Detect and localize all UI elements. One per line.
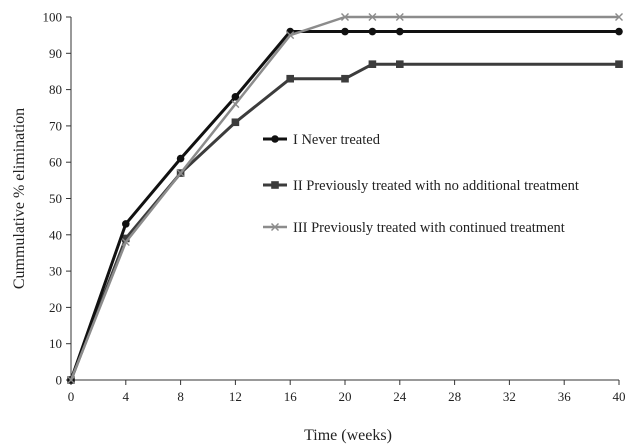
y-tick-label: 50 xyxy=(49,191,62,206)
axes: 0 10 20 30 40 50 60 70 80 90 100 0 4 8 12 16 20 24 28 32 36 4… xyxy=(43,10,626,405)
series-3-point xyxy=(615,13,623,21)
legend-marker xyxy=(271,135,279,143)
y-tick-label: 60 xyxy=(49,155,62,170)
x-tick-label: 0 xyxy=(68,389,75,404)
legend: I Never treated II Previously treated wit… xyxy=(263,132,579,236)
x-tick-label: 4 xyxy=(123,389,130,404)
series-3-point xyxy=(341,13,349,21)
y-tick-label: 90 xyxy=(49,46,62,61)
y-tick-label: 0 xyxy=(56,373,63,388)
series-1-point xyxy=(341,27,349,36)
legend-label: III Previously treated with continued tr… xyxy=(293,220,565,236)
legend-label: II Previously treated with no additional… xyxy=(293,178,579,194)
y-tick-label: 10 xyxy=(49,336,62,351)
series-3-point xyxy=(368,13,377,21)
series-3-line xyxy=(69,15,619,381)
x-tick-label: 24 xyxy=(393,389,407,404)
x-tick-label: 16 xyxy=(284,389,298,404)
series-3-point xyxy=(286,31,295,40)
y-tick-label: 70 xyxy=(49,118,62,133)
series-3-point xyxy=(121,238,130,247)
x-tick-label: 8 xyxy=(177,389,184,404)
legend-marker xyxy=(271,181,279,189)
series-2-point xyxy=(286,74,294,83)
series-layer xyxy=(67,13,623,384)
series-3-point xyxy=(395,13,404,21)
x-tick-label: 36 xyxy=(558,389,572,404)
y-tick-label: 20 xyxy=(49,300,62,315)
series-1-point xyxy=(396,27,404,36)
x-tick-label: 12 xyxy=(229,389,242,404)
series-2-point xyxy=(615,60,623,68)
legend-entry-1: I Never treated xyxy=(263,132,381,148)
legend-entry-2: II Previously treated with no additional… xyxy=(263,178,579,194)
series-1-point xyxy=(615,27,623,36)
x-tick-label: 40 xyxy=(613,389,626,404)
legend-marker xyxy=(271,223,279,231)
y-axis-title: Cummulative % elimination xyxy=(11,108,28,289)
y-tick-label: 30 xyxy=(49,264,62,279)
series-3-point xyxy=(231,100,240,109)
series-1-point xyxy=(368,27,377,36)
x-axis-title: Time (weeks) xyxy=(304,427,392,444)
series-2-point xyxy=(396,60,404,68)
series-2-point xyxy=(122,234,130,243)
series-1-point xyxy=(122,220,130,228)
x-tick-label: 32 xyxy=(503,389,516,404)
x-tick-label: 28 xyxy=(448,389,461,404)
series-3-point xyxy=(67,376,75,384)
series-1-point xyxy=(231,93,240,101)
x-tick-label: 20 xyxy=(339,389,352,404)
series-2-point xyxy=(368,60,377,68)
series-2-point xyxy=(231,118,240,127)
y-tick-label: 100 xyxy=(43,10,63,25)
y-tick-label: 80 xyxy=(49,82,62,97)
series-3-point xyxy=(176,169,185,178)
series-2-point xyxy=(341,74,349,83)
y-tick-label: 40 xyxy=(49,227,62,242)
legend-entry-3: III Previously treated with continued tr… xyxy=(263,220,565,236)
series-3 xyxy=(67,13,623,384)
series-1-point xyxy=(176,154,185,163)
legend-label: I Never treated xyxy=(293,132,381,148)
